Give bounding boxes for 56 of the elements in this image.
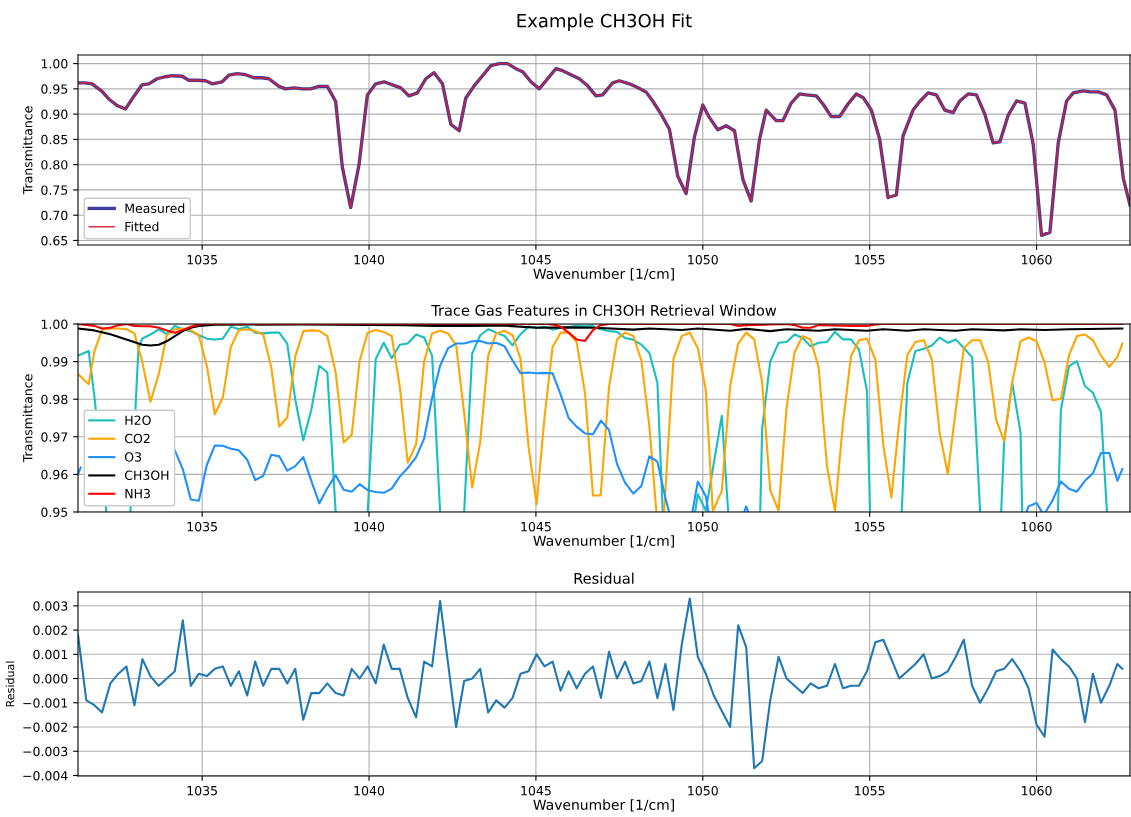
y-tick-label: −0.004 (23, 770, 68, 781)
y-tick-label: 0.70 (41, 210, 68, 221)
x-tick-label: 1050 (688, 785, 718, 796)
x-tick-label: 1045 (521, 254, 551, 265)
y-tick-label: 0.98 (41, 394, 68, 405)
y-tick-label: −0.003 (23, 746, 68, 757)
x-axis-title: Wavenumber [1/cm] (533, 268, 674, 281)
y-tick-label: 1.00 (41, 319, 68, 329)
y-tick-label: 0.99 (41, 357, 68, 367)
y-tick-label: 0.001 (33, 649, 68, 660)
legend-label: NH3 (125, 488, 150, 499)
y-tick-label: 0.002 (33, 625, 68, 635)
x-tick-label: 1035 (187, 521, 217, 532)
chart-title: Residual (574, 572, 634, 584)
y-tick-label: 0.65 (41, 235, 68, 246)
y-tick-label: −0.002 (23, 722, 68, 732)
y-tick-label: 0.96 (41, 469, 68, 480)
legend-label: CH3OH (124, 470, 169, 480)
y-axis-title: Residual (5, 661, 15, 707)
y-tick-label: 0.95 (41, 84, 68, 94)
x-axis-title: Wavenumber [1/cm] (533, 535, 674, 548)
y-tick-label: 0.80 (41, 160, 68, 170)
x-tick-label: 1040 (354, 521, 385, 532)
y-tick-label: 0.97 (41, 432, 68, 442)
y-tick-label: 0.003 (33, 601, 68, 611)
x-tick-label: 1035 (187, 785, 217, 796)
legend-label: Fitted (125, 221, 159, 232)
y-tick-label: 0.90 (41, 109, 68, 120)
x-tick-label: 1045 (521, 785, 551, 796)
x-tick-label: 1040 (354, 785, 385, 796)
x-tick-label: 1055 (855, 521, 885, 532)
legend-label: Measured (125, 203, 185, 213)
legend-label: O3 (124, 452, 142, 462)
x-tick-label: 1050 (688, 521, 718, 532)
y-tick-label: 0.85 (41, 134, 68, 145)
x-tick-label: 1050 (688, 254, 718, 265)
y-tick-label: 0.75 (41, 185, 68, 195)
x-tick-label: 1055 (855, 254, 885, 265)
y-tick-label: 1.00 (41, 59, 68, 69)
y-axis-title: Transmittance (22, 106, 33, 195)
x-tick-label: 1060 (1022, 254, 1052, 265)
y-tick-label: −0.001 (23, 698, 68, 708)
x-tick-label: 1045 (521, 521, 551, 532)
y-tick-label: 0.000 (33, 674, 68, 684)
x-tick-label: 1040 (354, 254, 385, 265)
x-tick-label: 1055 (855, 785, 885, 796)
legend-label: H2O (125, 415, 151, 425)
x-axis-title: Wavenumber [1/cm] (533, 799, 674, 812)
x-tick-label: 1035 (187, 254, 217, 265)
y-axis-title: Transmittance (22, 374, 33, 463)
x-tick-label: 1060 (1022, 785, 1052, 796)
y-tick-label: 0.95 (41, 507, 68, 517)
chart-title: Trace Gas Features in CH3OH Retrieval Window (431, 304, 777, 316)
x-tick-label: 1060 (1022, 521, 1052, 532)
legend-label: CO2 (124, 433, 150, 444)
chart-title: Example CH3OH Fit (517, 13, 692, 31)
